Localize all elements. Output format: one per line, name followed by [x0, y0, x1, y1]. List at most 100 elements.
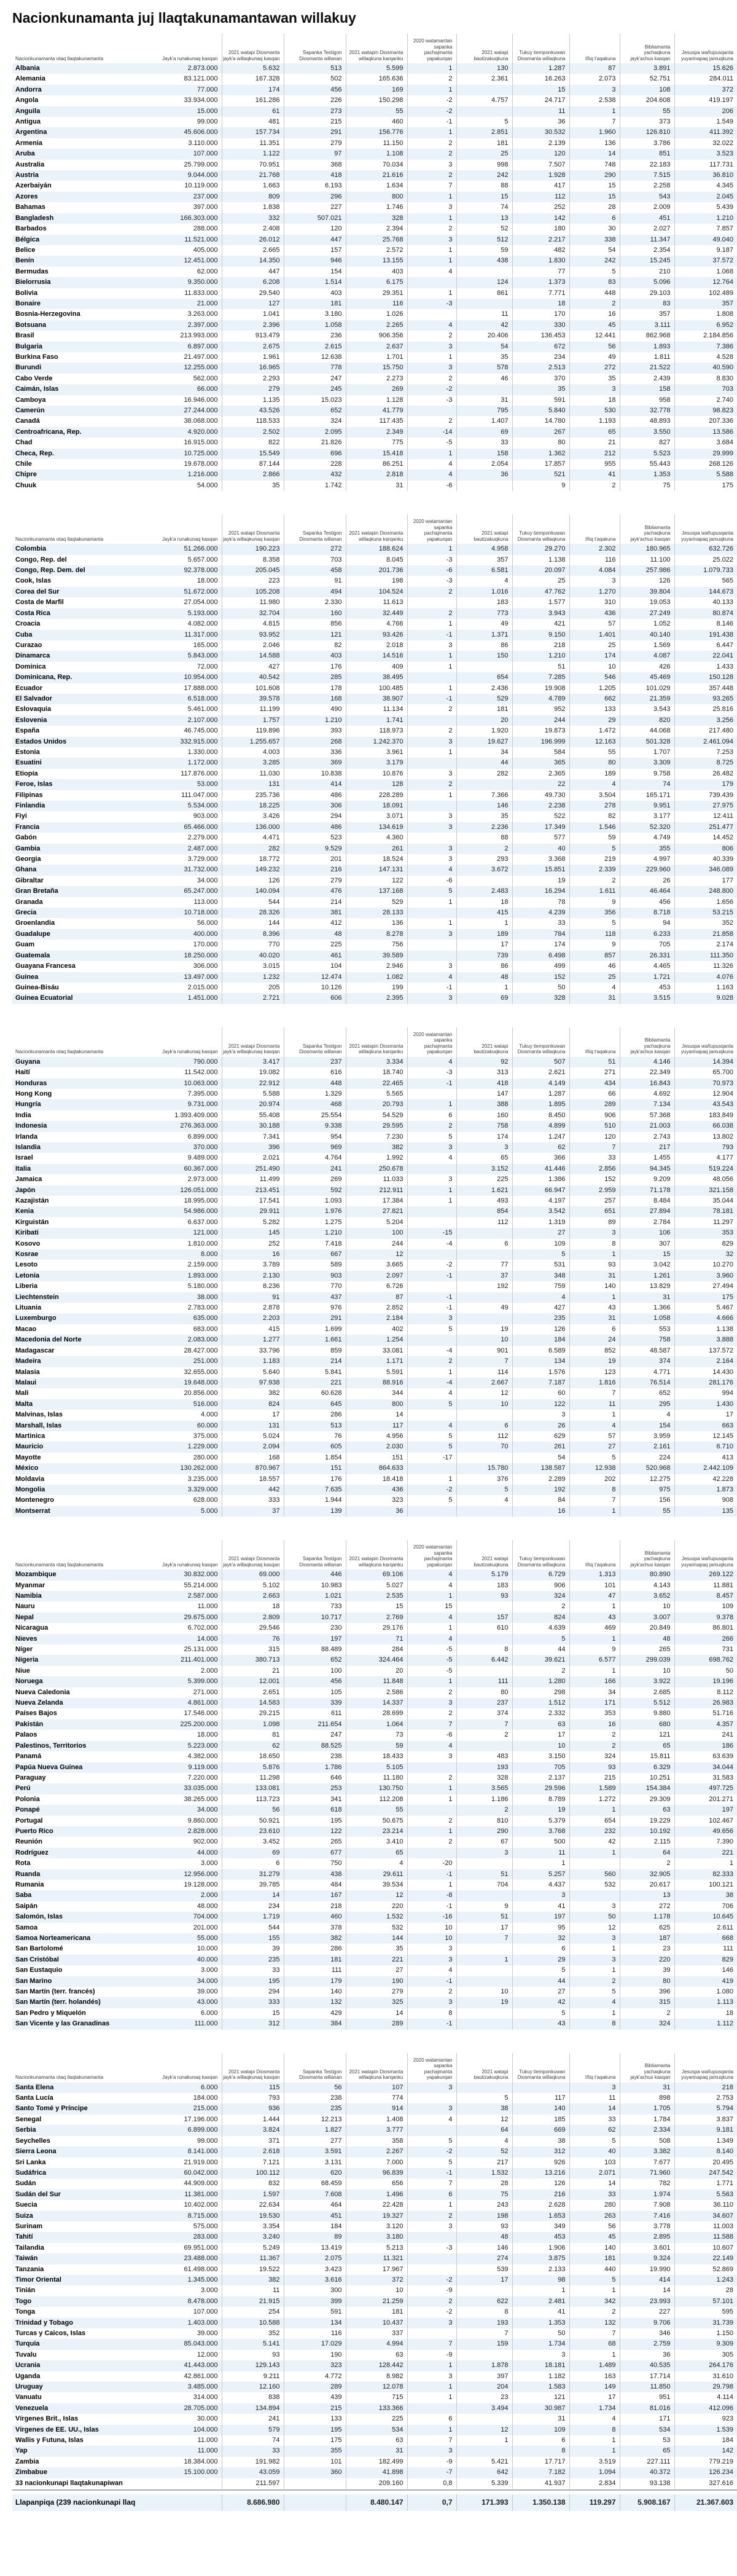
value-cell: 403 [284, 651, 346, 662]
value-cell: 242 [456, 170, 513, 181]
value-cell: 10.437 [346, 2317, 408, 2328]
value-cell: 829 [722, 1955, 733, 1963]
table-row: Caimán, Islas 66.000 279 245 269 -2 35 3 158 703 [12, 384, 737, 395]
value-cell: 29.611 [346, 1869, 408, 1880]
value-cell: 29.999 [712, 449, 733, 457]
value-cell: 1.408 [346, 2114, 408, 2126]
value-cell: 80 [569, 758, 620, 769]
value-cell: 4.197 [512, 1196, 570, 1207]
value-cell: 284.011 [709, 75, 733, 83]
value-cell: 662 [569, 693, 620, 705]
value-cell: 18.995.000 [135, 1196, 222, 1207]
value-cell: 14.000 [135, 1633, 222, 1645]
table-row: Vanuatu 314.000 838 439 715 1 23 121 17 951 4.114 [12, 2392, 737, 2403]
value-cell: 57.368 [620, 1110, 675, 1121]
value-cell: 174 [456, 1131, 513, 1142]
header-row: Nacionkunamanta otaq llaqtakunamanta Jayk… [12, 1540, 737, 1570]
table-row: Gran Bretaña 65.247.000 140.094 476 137.168 5… [12, 886, 737, 897]
value-cell: 3.007 [620, 1612, 675, 1624]
value-cell: 1.275 [284, 1217, 346, 1228]
value-cell: 1 [407, 351, 457, 363]
value-cell: 16 [569, 1719, 620, 1730]
value-cell: -2 [407, 2274, 457, 2286]
value-cell: 651 [569, 1206, 620, 1217]
value-cell: 976 [284, 1303, 346, 1314]
table-row: Indonesia 276.363.000 30.188 9.338 29.595 2 75… [12, 1121, 737, 1132]
value-cell: 66.000 [135, 384, 222, 395]
value-cell: 11.134 [346, 704, 408, 715]
value-cell: 592 [284, 1185, 346, 1196]
value-cell: 23.488.000 [135, 2253, 222, 2264]
table-row: Colombia 51.266.000 190.223 272 188.624 1 4.95… [12, 544, 737, 555]
value-cell: 1.512 [512, 1698, 570, 1709]
value-cell: 4.528 [716, 353, 733, 361]
value-cell: 121 [512, 2392, 570, 2403]
value-cell: 2.174 [716, 941, 733, 949]
value-cell: 1.786 [284, 1762, 346, 1773]
value-cell: 2.572 [346, 245, 408, 256]
value-cell: -15 [407, 1228, 457, 1239]
value-cell: 851 [620, 149, 675, 160]
value-cell: 295 [620, 1399, 675, 1410]
country-cell: Irlanda [15, 1133, 38, 1141]
value-cell: 800 [346, 1399, 408, 1410]
value-cell: 6.193 [284, 181, 346, 192]
value-cell: 1.277 [222, 1335, 284, 1346]
value-cell: 3 [407, 2082, 457, 2094]
value-cell: 3.494 [456, 2403, 513, 2414]
value-cell: 5.523 [620, 448, 675, 460]
value-cell: 53.215 [712, 909, 733, 917]
country-cell: Costa de Marfil [15, 599, 64, 607]
table-row: Kazajistán 18.995.000 17.541 1.093 17.384 1 49… [12, 1196, 737, 1207]
value-cell: 25.131.000 [135, 1644, 222, 1655]
value-cell: 12 [456, 2424, 513, 2436]
value-cell: 2 [569, 1730, 620, 1741]
value-cell: 3 [569, 84, 620, 96]
value-cell: 280.000 [135, 1452, 222, 1464]
value-cell: 3.180 [346, 2232, 408, 2243]
value-cell: 30.532 [512, 127, 570, 138]
value-cell: 1 [407, 2392, 457, 2403]
value-cell: 3.523 [716, 150, 733, 158]
value-cell: 1.287 [512, 63, 570, 74]
value-cell: 35 [456, 351, 513, 363]
country-cell: Samoa [15, 1923, 38, 1931]
value-cell: 532 [569, 1879, 620, 1891]
country-table-block: Nacionkunamanta otaq llaqtakunamanta Jayk… [12, 1540, 737, 2030]
country-cell: Armenia [15, 139, 43, 147]
value-cell: 370.000 [135, 1142, 222, 1153]
country-cell: San Bartolomé [15, 1945, 63, 1953]
table-row: Rumania 19.128.000 39.785 484 39.534 1 704 4.43… [12, 1879, 737, 1891]
value-cell: 461 [284, 950, 346, 962]
value-cell: 268.126 [709, 460, 733, 468]
value-cell: 157.734 [222, 127, 284, 138]
value-cell: 6.498 [512, 950, 570, 962]
column-header: 2021 watapi Diosmanta jayk'a willaqkunaq… [222, 2052, 284, 2083]
value-cell: 2 [407, 1121, 457, 1132]
value-cell: 1.827 [284, 2125, 346, 2136]
value-cell: 40.535 [620, 2360, 675, 2371]
column-header: Iñiq t'aqakuna [569, 2052, 620, 2083]
value-cell: 952 [512, 704, 570, 715]
value-cell: 2.637 [346, 341, 408, 352]
value-cell: 1 [569, 2446, 620, 2457]
value-cell: 356 [569, 908, 620, 919]
value-cell: 21.768 [222, 170, 284, 181]
value-cell: 313 [456, 1067, 513, 1078]
value-cell [407, 1410, 457, 1421]
country-cell: Liechtenstein [15, 1293, 59, 1301]
country-cell: Malta [15, 1400, 33, 1408]
value-cell: 778 [284, 363, 346, 374]
value-cell: 55.214.000 [135, 1580, 222, 1591]
value-cell: 10.718.000 [135, 908, 222, 919]
table-row: Ponapé 34.000 56 618 55 2 19 1 63 197 [12, 1805, 737, 1816]
value-cell: 382 [346, 1142, 408, 1153]
value-cell: 100.121 [709, 1880, 733, 1888]
value-cell: 2.439 [620, 373, 675, 385]
country-cell: Sierra Leona [15, 2148, 57, 2156]
value-cell: 1 [569, 1410, 620, 1421]
value-cell: 9.309 [716, 2340, 733, 2348]
value-cell: 2.502 [222, 426, 284, 438]
value-cell: 122 [346, 875, 408, 887]
country-cell: Jamaica [15, 1176, 42, 1184]
